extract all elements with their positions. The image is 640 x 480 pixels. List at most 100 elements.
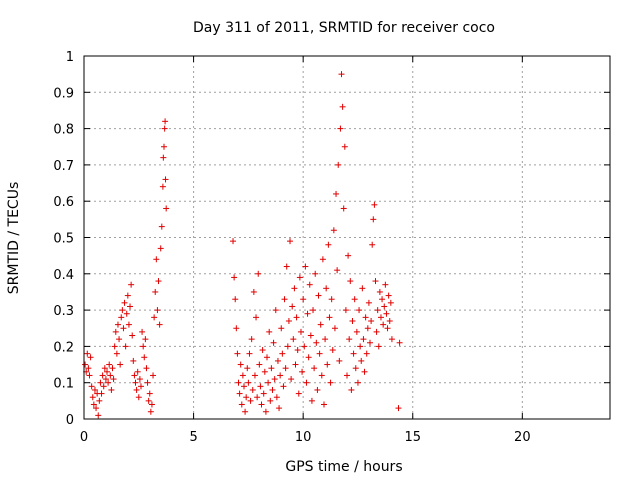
data-point bbox=[119, 307, 126, 314]
data-point bbox=[99, 372, 106, 379]
data-point bbox=[235, 379, 242, 386]
data-point bbox=[303, 379, 310, 386]
data-point bbox=[359, 285, 366, 292]
data-point bbox=[107, 372, 114, 379]
data-point bbox=[287, 238, 294, 245]
data-point bbox=[381, 303, 388, 310]
data-point bbox=[280, 383, 287, 390]
data-point bbox=[90, 401, 97, 408]
data-point bbox=[245, 379, 252, 386]
data-point bbox=[288, 376, 295, 383]
x-tick-label: 20 bbox=[514, 430, 531, 445]
data-point bbox=[136, 376, 143, 383]
data-point bbox=[260, 390, 267, 397]
data-point bbox=[312, 270, 319, 277]
data-point bbox=[145, 397, 152, 404]
data-point bbox=[352, 365, 359, 372]
data-point bbox=[307, 332, 314, 339]
axis-ticks: 00.10.20.30.40.50.60.70.80.910 5 10 15 20 bbox=[53, 50, 610, 445]
data-point bbox=[134, 368, 141, 375]
data-point bbox=[367, 339, 374, 346]
data-point bbox=[261, 368, 268, 375]
data-point bbox=[233, 325, 240, 332]
data-point bbox=[135, 394, 142, 401]
data-point bbox=[234, 350, 241, 357]
data-point bbox=[310, 307, 317, 314]
data-point bbox=[306, 281, 313, 288]
data-point bbox=[156, 321, 163, 328]
data-point bbox=[88, 383, 95, 390]
data-point bbox=[386, 317, 393, 324]
data-point bbox=[351, 296, 358, 303]
data-point bbox=[324, 361, 331, 368]
data-point bbox=[267, 397, 274, 404]
y-axis-label: SRMTID / TECUs bbox=[6, 182, 22, 295]
data-point bbox=[259, 347, 266, 354]
data-point bbox=[335, 161, 342, 168]
data-point bbox=[112, 328, 119, 335]
data-point bbox=[106, 361, 113, 368]
data-point bbox=[85, 365, 92, 372]
y-tick-label: 0.8 bbox=[53, 123, 74, 138]
data-point bbox=[364, 325, 371, 332]
data-point bbox=[318, 372, 325, 379]
data-point bbox=[349, 317, 356, 324]
data-point bbox=[248, 336, 255, 343]
data-point bbox=[388, 336, 395, 343]
data-point bbox=[148, 401, 155, 408]
data-point bbox=[128, 281, 135, 288]
data-point bbox=[104, 368, 111, 375]
data-point bbox=[282, 365, 289, 372]
data-point bbox=[121, 299, 128, 306]
data-point bbox=[110, 376, 117, 383]
data-point bbox=[160, 143, 167, 150]
x-tick-label: 0 bbox=[80, 430, 88, 445]
data-point bbox=[327, 379, 334, 386]
data-point bbox=[265, 379, 272, 386]
data-point bbox=[356, 307, 363, 314]
data-point bbox=[326, 314, 333, 321]
data-point bbox=[146, 390, 153, 397]
data-point bbox=[340, 205, 347, 212]
data-point bbox=[300, 296, 307, 303]
data-points bbox=[82, 71, 403, 419]
data-point bbox=[325, 241, 332, 248]
data-point bbox=[130, 357, 137, 364]
data-point bbox=[350, 350, 357, 357]
data-point bbox=[292, 361, 299, 368]
y-tick-label: 0.5 bbox=[53, 232, 74, 247]
data-point bbox=[147, 408, 154, 415]
x-tick-label: 5 bbox=[189, 430, 197, 445]
data-point bbox=[143, 365, 150, 372]
data-point bbox=[139, 328, 146, 335]
data-point bbox=[98, 390, 105, 397]
data-point bbox=[328, 296, 335, 303]
data-point bbox=[380, 321, 387, 328]
data-point bbox=[330, 227, 337, 234]
data-point bbox=[311, 365, 318, 372]
data-point bbox=[142, 336, 149, 343]
data-point bbox=[100, 383, 107, 390]
data-point bbox=[97, 379, 104, 386]
data-point bbox=[101, 365, 108, 372]
data-point bbox=[87, 354, 94, 361]
data-point bbox=[230, 238, 237, 245]
data-point bbox=[243, 394, 250, 401]
data-point bbox=[163, 205, 170, 212]
data-point bbox=[236, 390, 243, 397]
data-point bbox=[95, 412, 102, 419]
data-point bbox=[274, 357, 281, 364]
data-point bbox=[129, 332, 136, 339]
data-point bbox=[387, 299, 394, 306]
data-point bbox=[133, 386, 140, 393]
data-point bbox=[272, 307, 279, 314]
data-point bbox=[158, 223, 165, 230]
data-point bbox=[308, 397, 315, 404]
data-point bbox=[108, 386, 115, 393]
data-point bbox=[372, 278, 379, 285]
data-point bbox=[256, 361, 263, 368]
data-point bbox=[240, 383, 247, 390]
y-tick-label: 0.3 bbox=[53, 304, 74, 319]
data-point bbox=[150, 372, 157, 379]
data-point bbox=[320, 401, 327, 408]
